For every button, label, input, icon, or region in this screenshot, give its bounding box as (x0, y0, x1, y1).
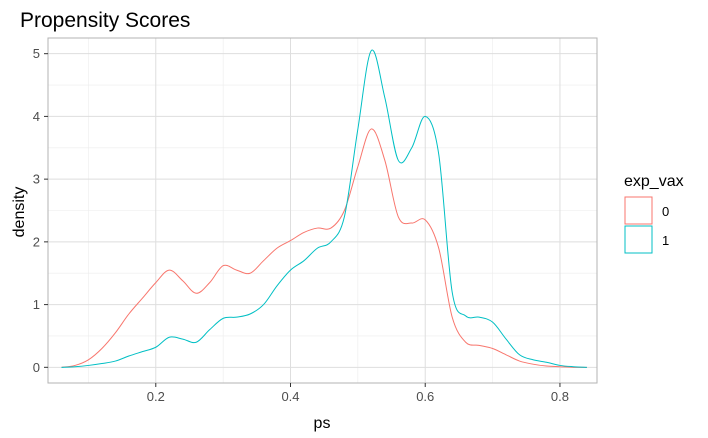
y-tick-label: 4 (33, 109, 40, 124)
density-line-0 (61, 128, 587, 368)
x-tick-label: 0.2 (147, 389, 165, 404)
legend-key-0 (624, 196, 653, 225)
plot-panel-border (47, 37, 598, 384)
minor-grid (48, 38, 597, 383)
y-tick-label: 5 (33, 46, 40, 61)
x-tick-label: 0.6 (416, 389, 434, 404)
legend-key-1 (624, 225, 653, 254)
legend-label-0: 0 (662, 204, 669, 219)
x-axis-title: ps (314, 415, 331, 432)
density-line-1 (61, 49, 587, 368)
y-tick-label: 2 (33, 234, 40, 249)
legend-title: exp_vax (624, 173, 684, 190)
y-axis-ticks: 0 1 2 3 4 5 (33, 46, 48, 375)
legend-label-1: 1 (662, 233, 669, 248)
x-tick-label: 0.4 (281, 389, 299, 404)
series-layer (61, 49, 587, 368)
legend: exp_vax 0 1 (624, 173, 684, 254)
y-tick-label: 3 (33, 172, 40, 187)
x-axis-ticks: 0.2 0.4 0.6 0.8 (147, 383, 569, 404)
y-tick-label: 1 (33, 297, 40, 312)
major-grid (48, 38, 597, 383)
chart-title: Propensity Scores (20, 9, 190, 32)
y-tick-label: 0 (33, 360, 40, 375)
y-axis-title: density (11, 187, 28, 238)
x-tick-label: 0.8 (551, 389, 569, 404)
